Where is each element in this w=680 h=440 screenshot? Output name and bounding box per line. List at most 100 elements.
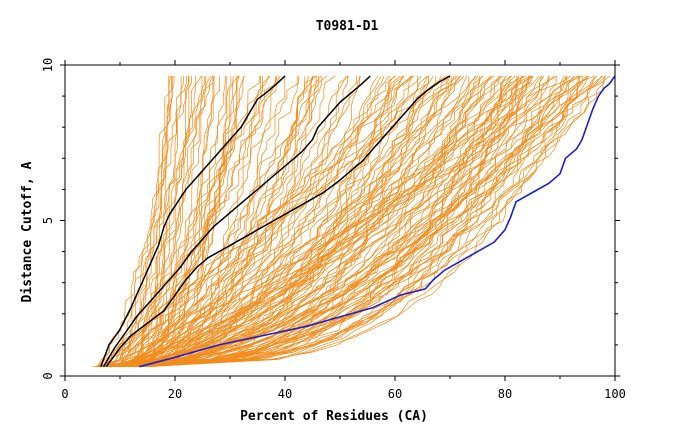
y-tick-label: 5 [41, 217, 55, 224]
y-axis-ticks: 0 5 10 [41, 58, 620, 380]
background-model-line [114, 75, 413, 367]
x-tick-label: 60 [388, 387, 402, 401]
background-model-line [104, 75, 245, 368]
background-model-line [103, 75, 507, 368]
highlighted-model-line [100, 75, 286, 367]
background-model-line [132, 75, 314, 368]
background-model-line [105, 75, 437, 368]
background-model-line [118, 75, 589, 368]
background-model-line [122, 75, 513, 368]
background-model-line [131, 75, 173, 367]
background-model-line [95, 75, 532, 368]
highlighted-model-line [102, 75, 371, 368]
background-model-line [127, 75, 328, 367]
background-model-line [134, 75, 189, 368]
background-model-line [100, 75, 350, 368]
background-model-line [143, 75, 317, 368]
background-model-line [149, 75, 278, 368]
background-model-line [109, 75, 434, 367]
background-model-line [95, 75, 579, 368]
background-model-line [107, 75, 595, 368]
background-model-line [133, 75, 603, 368]
x-axis-label: Percent of Residues (CA) [240, 409, 428, 424]
background-model-line [100, 75, 395, 368]
background-model-line [103, 75, 468, 368]
background-model-line [114, 75, 491, 368]
background-model-line [136, 75, 529, 368]
background-model-line [99, 75, 550, 368]
background-model-line [96, 75, 588, 368]
background-model-line [109, 75, 465, 368]
background-model-line [133, 75, 412, 368]
background-model-line [95, 75, 428, 368]
background-model-line [120, 75, 580, 368]
background-model-line [123, 75, 518, 368]
chart-title: T0981-D1 [316, 19, 379, 34]
background-model-line [139, 75, 470, 368]
background-model-line [124, 75, 184, 367]
background-model-line [130, 75, 606, 368]
background-model-line [99, 75, 534, 368]
background-model-line [120, 75, 281, 367]
background-model-line [105, 75, 260, 367]
best-model-line [139, 75, 616, 368]
background-model-line [119, 75, 501, 368]
background-model-line [93, 75, 516, 368]
x-tick-label: 20 [168, 387, 182, 401]
background-model-line [139, 75, 214, 368]
background-model-line [107, 75, 401, 368]
background-model-line [107, 75, 214, 368]
background-model-line [147, 75, 483, 368]
background-model-line [127, 75, 543, 368]
background-model-line [103, 75, 531, 368]
background-model-line [122, 75, 322, 368]
background-model-line [146, 75, 459, 368]
background-model-line [99, 75, 306, 368]
y-axis-label: Distance Cutoff, A [20, 161, 35, 302]
highlighted-model-line [105, 75, 451, 368]
y-tick-label: 10 [41, 58, 55, 72]
background-model-line [123, 75, 239, 368]
background-model-line [108, 75, 493, 368]
background-model-line [104, 75, 300, 367]
background-model-line [138, 75, 389, 368]
background-model-line [100, 75, 175, 367]
background-model-line [126, 75, 558, 368]
y-tick-label: 0 [41, 372, 55, 379]
background-model-line [142, 75, 522, 368]
background-model-line [107, 75, 298, 368]
background-model-line [126, 75, 604, 368]
background-model-line [135, 75, 227, 368]
background-model-line [128, 75, 379, 368]
background-model-line [130, 75, 455, 368]
background-model-line [135, 75, 336, 368]
x-tick-label: 80 [498, 387, 512, 401]
background-model-line [151, 75, 605, 368]
background-model-line [139, 75, 461, 368]
background-model-line [98, 75, 477, 368]
background-model-line [147, 75, 429, 368]
background-model-line [97, 75, 187, 367]
background-model-line [110, 75, 557, 368]
background-model-line [115, 75, 526, 368]
background-model-line [95, 75, 565, 368]
background-model-line [109, 75, 261, 368]
x-axis-ticks: 0 20 40 60 80 100 [61, 60, 626, 401]
highlighted-model-curves [100, 75, 451, 368]
background-model-line [145, 75, 286, 368]
background-model-line [128, 75, 418, 368]
background-model-line [120, 75, 429, 368]
background-model-line [140, 75, 583, 367]
background-model-line [141, 75, 190, 367]
background-model-line [112, 75, 207, 368]
background-model-line [148, 75, 568, 368]
background-model-line [138, 75, 318, 367]
background-model-line [108, 75, 202, 367]
x-tick-label: 0 [61, 387, 68, 401]
x-tick-label: 100 [604, 387, 626, 401]
background-model-line [139, 75, 405, 368]
background-model-line [107, 75, 362, 368]
background-model-curves [93, 75, 611, 368]
background-model-line [119, 75, 203, 367]
